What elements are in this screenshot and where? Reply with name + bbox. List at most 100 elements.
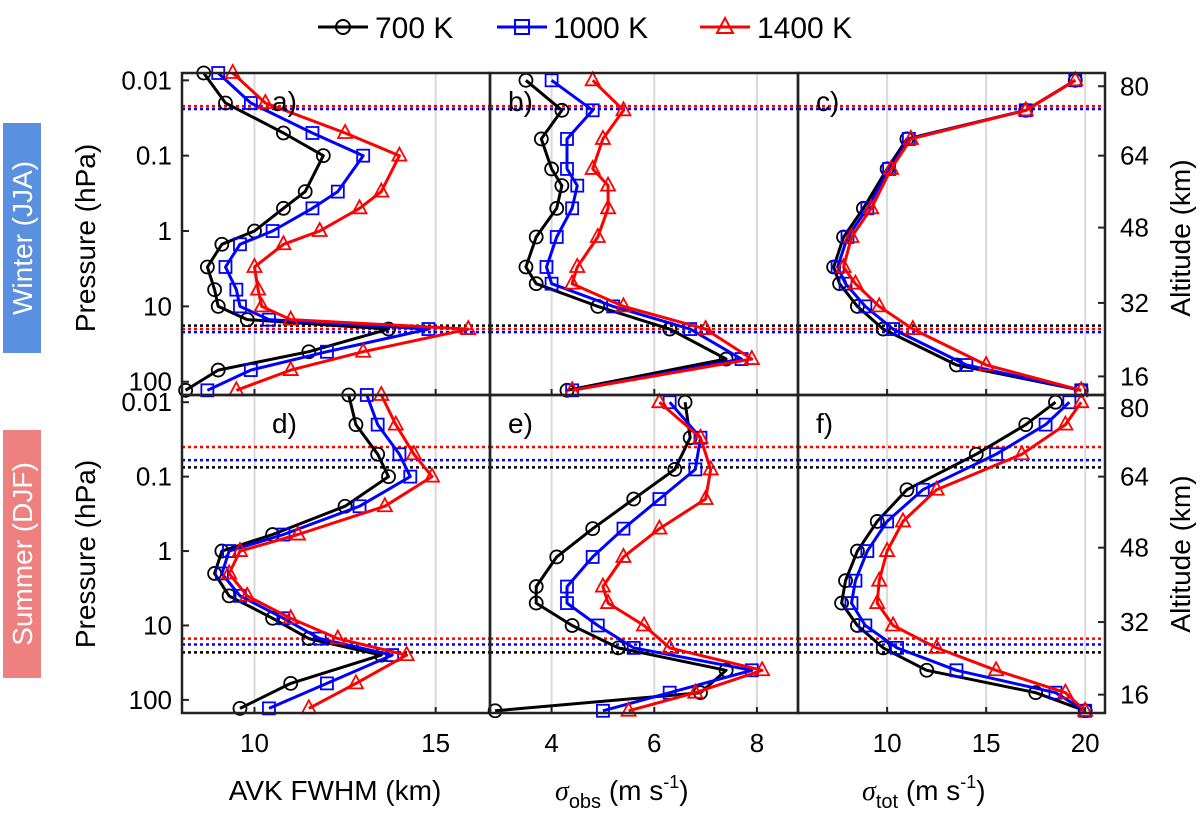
data-point-700k [544, 161, 559, 177]
data-point-1400k [1072, 392, 1090, 409]
data-point-1000k [1038, 417, 1053, 432]
data-point-700k [199, 259, 215, 275]
data-point-1000k [320, 676, 334, 691]
data-point-1400k [599, 593, 617, 609]
data-point-1400k [584, 159, 602, 175]
data-point-1400k [256, 93, 274, 109]
data-point-1000k [989, 447, 1003, 462]
data-point-1000k [570, 178, 585, 193]
data-point-1000k [276, 527, 291, 542]
data-point-1000k [305, 126, 320, 140]
data-point-1000k [585, 550, 600, 564]
data-point-700k [528, 229, 544, 245]
data-point-1400k [387, 414, 405, 431]
pressure-tick-label: 10 [143, 291, 172, 321]
data-point-700k [207, 282, 223, 298]
altitude-tick-label: 80 [1120, 71, 1149, 101]
series-line-700k [494, 401, 728, 713]
data-point-1000k [385, 648, 400, 662]
data-point-1000k [915, 482, 930, 497]
legend-marker-1400k [715, 15, 735, 34]
row-label-summer: Summer (DJF) [3, 430, 41, 678]
xlabel-avk-fwhm: AVK FWHM (km) [229, 775, 442, 806]
data-point-700k [218, 95, 233, 111]
data-point-1400k [614, 296, 632, 313]
x-tick-label: 10 [240, 728, 269, 758]
data-point-1400k [842, 227, 860, 243]
panel-label: a) [272, 86, 297, 117]
data-point-700k [554, 102, 570, 118]
data-point-1000k [262, 701, 276, 716]
data-point-700k [528, 579, 544, 594]
row-label-winter: Winter (JJA) [3, 123, 41, 353]
data-point-700k [667, 462, 683, 477]
data-point-1000k [1074, 383, 1089, 398]
data-point-1000k [626, 640, 641, 655]
data-point-1400k [894, 511, 912, 528]
data-point-1400k [289, 524, 307, 541]
data-point-1000k [560, 579, 574, 594]
data-point-1400k [987, 660, 1005, 677]
data-point-1400k [882, 159, 900, 175]
data-point-1000k [539, 260, 554, 274]
data-point-1000k [858, 299, 873, 314]
data-point-1400k [846, 273, 864, 290]
data-point-1400k [870, 570, 888, 587]
series-line-1400k [227, 394, 434, 710]
series-line-1000k [220, 394, 412, 710]
ylabel-altitude-top: Altitude (km) [1165, 159, 1196, 316]
series-line-1000k [206, 71, 430, 392]
data-point-1000k [688, 462, 703, 477]
data-point-1400k [862, 198, 880, 215]
data-point-1400k [347, 673, 365, 690]
x-tick-label: 4 [544, 728, 558, 758]
data-point-700k [919, 662, 935, 678]
data-point-1400k [372, 181, 390, 198]
data-point-1000k [560, 596, 574, 610]
data-point-1000k [233, 299, 247, 314]
row-label-summer-text: Summer (DJF) [7, 462, 38, 646]
series-line-1400k [601, 401, 764, 713]
data-point-1400k [398, 645, 416, 661]
data-point-1000k [590, 618, 605, 633]
data-point-700k [533, 131, 549, 147]
data-point-1400k [568, 257, 586, 273]
data-point-1400k [594, 576, 612, 593]
data-point-1000k [356, 148, 371, 163]
altitude-tick-label: 16 [1120, 680, 1149, 710]
series-line-700k [184, 72, 390, 392]
data-point-1000k [265, 224, 280, 238]
data-point-1400k [835, 257, 853, 273]
altitude-tick-label: 80 [1120, 393, 1149, 423]
data-point-1400k [702, 459, 720, 476]
data-point-700k [283, 675, 299, 691]
series-line-700k [524, 79, 728, 392]
data-point-1000k [1068, 73, 1083, 88]
data-point-700k [276, 125, 291, 141]
data-point-700k [178, 382, 194, 398]
series-line-700k [840, 401, 1086, 713]
data-point-1400k [354, 341, 372, 358]
data-point-700k [834, 595, 849, 611]
data-point-1000k [616, 521, 631, 536]
panel-frame [796, 393, 1107, 715]
x-tick-label: 15 [421, 728, 450, 758]
data-point-1000k [243, 363, 258, 377]
panel-a: a) [178, 63, 492, 398]
data-point-1000k [243, 96, 258, 110]
data-point-1400k [282, 309, 300, 326]
altitude-tick-label: 32 [1120, 607, 1149, 637]
data-point-1400k [459, 319, 477, 335]
data-point-700k [210, 362, 226, 378]
data-point-1400k [635, 615, 653, 632]
data-point-700k [838, 573, 853, 589]
data-point-700k [585, 521, 601, 537]
pressure-tick-label: 0.1 [136, 141, 172, 171]
data-point-1000k [693, 430, 708, 445]
panel-label: c) [816, 86, 839, 117]
panel-e: e) 4 6 8 [487, 392, 800, 758]
series-line-1400k [231, 71, 470, 392]
data-point-700k [610, 640, 626, 656]
data-point-1400k [650, 392, 668, 409]
data-point-700k [487, 703, 503, 719]
